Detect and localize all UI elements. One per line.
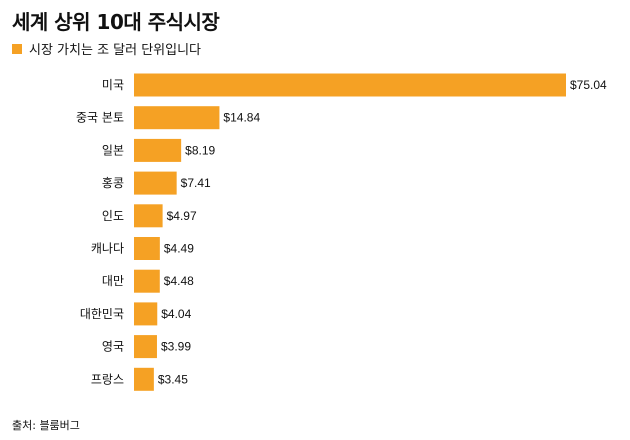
category-label: 인도 [102, 209, 124, 223]
value-label: $8.19 [185, 143, 215, 157]
bar [134, 73, 566, 97]
value-label: $14.84 [223, 111, 260, 125]
chart-title: 세계 상위 10대 주식시장 [12, 10, 220, 34]
bar [134, 204, 163, 228]
category-label: 일본 [102, 143, 124, 157]
legend-swatch [12, 43, 22, 54]
bar [134, 138, 182, 162]
value-label: $75.04 [570, 78, 607, 92]
bar [134, 237, 160, 260]
category-label: 중국 본토 [76, 111, 124, 125]
bar [134, 302, 158, 326]
value-label: $4.97 [167, 209, 197, 223]
bar [134, 106, 220, 130]
value-label: $4.48 [164, 274, 194, 288]
category-label: 미국 [102, 78, 124, 92]
category-label: 프랑스 [91, 372, 124, 386]
bar [134, 367, 154, 391]
category-label: 대한민국 [80, 307, 124, 321]
bar-chart: 미국 $75.04 중국 본토 $14.84 일본 $8.19 홍콩 $7.41 인도 $4.97… [76, 73, 607, 391]
category-label: 대만 [102, 274, 124, 288]
bar [134, 269, 160, 293]
value-label: $7.41 [181, 176, 211, 190]
category-label: 홍콩 [102, 176, 124, 190]
value-label: $4.04 [161, 307, 191, 321]
legend-label: 시장 가치는 조 달러 단위입니다 [29, 43, 202, 58]
value-label: $4.49 [164, 242, 194, 256]
bar [134, 335, 157, 359]
source-note: 출처: 블룸버그 [12, 419, 80, 432]
bar [134, 171, 177, 195]
value-label: $3.99 [161, 340, 191, 354]
legend: 시장 가치는 조 달러 단위입니다 [12, 39, 201, 58]
category-label: 영국 [102, 340, 124, 354]
category-label: 캐나다 [91, 242, 124, 256]
value-label: $3.45 [158, 372, 188, 386]
